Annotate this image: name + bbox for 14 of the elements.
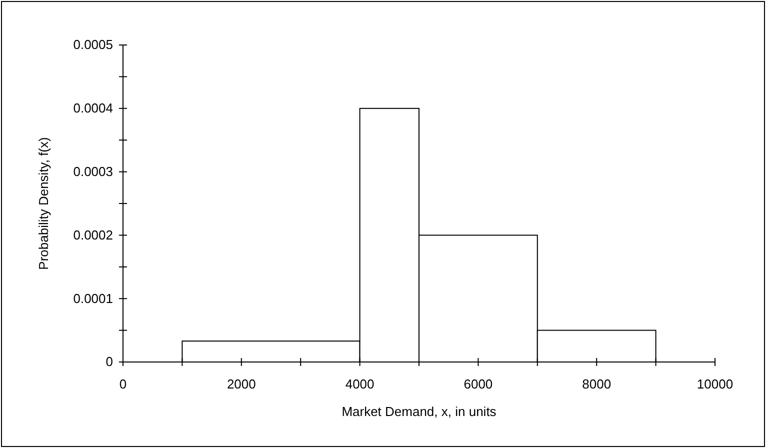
y-tick-label: 0.0001 bbox=[73, 290, 113, 306]
x-tick-label: 2000 bbox=[226, 376, 256, 392]
x-axis-title: Market Demand, x, in units bbox=[342, 404, 497, 419]
x-tick-label: 8000 bbox=[582, 376, 612, 392]
y-tick-label: 0.0005 bbox=[73, 37, 113, 52]
y-tick-label: 0 bbox=[106, 354, 113, 370]
y-tick-label: 0.0003 bbox=[73, 164, 113, 179]
x-tick-label: 0 bbox=[119, 376, 127, 392]
y-tick-label: 0.0004 bbox=[73, 100, 113, 116]
x-tick-label: 4000 bbox=[345, 376, 374, 392]
y-tick-label: 0.0002 bbox=[73, 227, 113, 242]
x-tick-label: 10000 bbox=[696, 376, 734, 392]
x-tick-label: 6000 bbox=[464, 376, 493, 392]
y-axis-title: Probability Density, f(x) bbox=[36, 137, 51, 270]
